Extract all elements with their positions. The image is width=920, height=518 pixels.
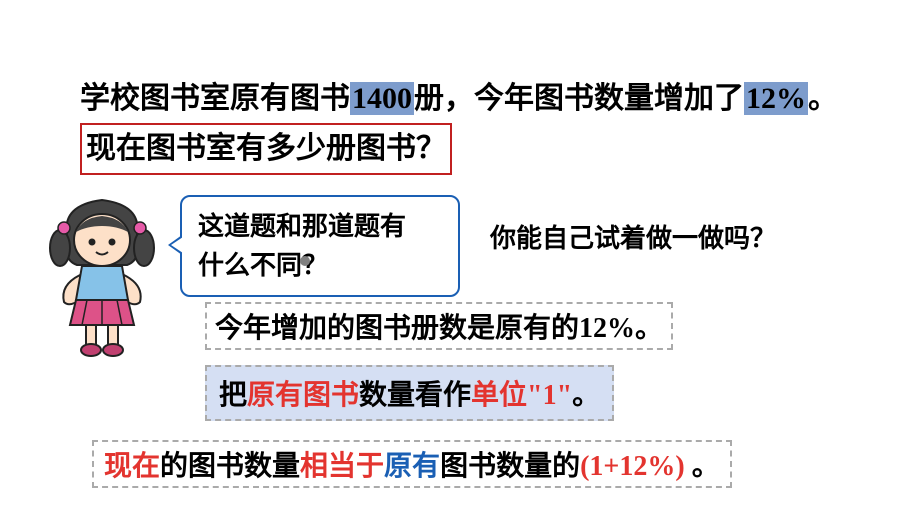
e3-f: (1+12%): [580, 451, 692, 482]
problem-statement: 学校图书室原有图书1400册，今年图书数量增加了12%。现在图书室有多少册图书？: [80, 75, 870, 175]
explanation-line3: 现在的图书数量相当于原有图书数量的(1+12%) 。: [92, 440, 732, 488]
e3-g: 。: [692, 451, 720, 482]
e2-d: 单位"1": [471, 380, 572, 411]
e3-b: 的图书数量: [160, 451, 300, 482]
bubble-line2: 什么不同？: [198, 246, 442, 285]
problem-text-a: 学校图书室原有图书: [80, 82, 350, 115]
bubble-line1: 这道题和那道题有: [198, 207, 442, 246]
e2-e: 。: [572, 380, 600, 411]
page-indicator-dot: [300, 256, 310, 266]
problem-text-b: 册，今年图书数量增加了: [414, 82, 744, 115]
e3-d: 原有: [384, 451, 440, 482]
e3-e: 图书数量的: [440, 451, 580, 482]
e2-a: 把: [219, 380, 247, 411]
speech-bubble: 这道题和那道题有 什么不同？: [180, 195, 460, 297]
e2-b: 原有图书: [247, 380, 359, 411]
problem-text-c: 。: [808, 82, 838, 115]
highlight-1400: 1400: [350, 82, 414, 115]
e2-c: 数量看作: [359, 380, 471, 411]
e3-c: 相当于: [300, 451, 384, 482]
girl-illustration: [42, 190, 162, 360]
e3-a: 现在: [104, 451, 160, 482]
explanation-line1: 今年增加的图书册数是原有的12%。: [205, 302, 673, 350]
try-yourself-text: 你能自己试着做一做吗？: [490, 218, 776, 255]
question-box: 现在图书室有多少册图书？: [80, 123, 452, 175]
highlight-12pct: 12%: [744, 82, 808, 115]
explanation-line2: 把原有图书数量看作单位"1"。: [205, 365, 614, 421]
